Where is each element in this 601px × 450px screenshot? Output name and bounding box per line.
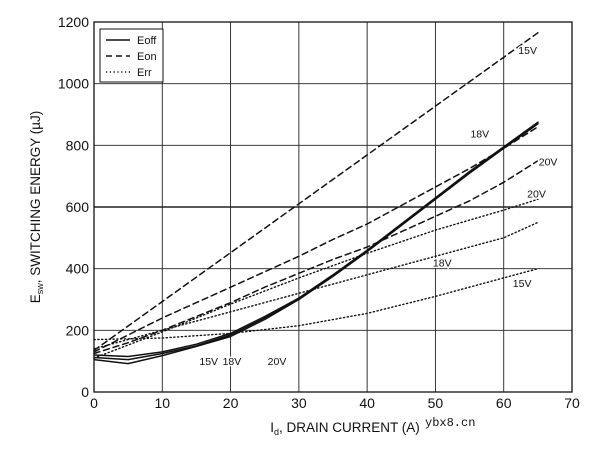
legend: Eoff Eon Err (99, 28, 164, 83)
series-lines (93, 32, 539, 365)
x-axis-title: Id, DRAIN CURRENT (A) (270, 420, 420, 437)
series-line-eon-18v (93, 126, 539, 353)
curve-annotation-label: 18V (433, 258, 452, 270)
series-line-err-20v (93, 198, 539, 359)
legend-label-err: Err (137, 67, 152, 79)
x-tick-label: 50 (428, 395, 444, 411)
x-tick-label: 60 (496, 395, 512, 411)
tick-labels: 0 10 20 30 40 50 60 70 0 200 400 600 800 1000 1200 (58, 14, 580, 411)
curve-annotation-label: 18V (470, 129, 489, 141)
curve-annotations: 15V 18V 20V 20V 18V 15V 15V 18V 20V (198, 43, 559, 369)
curve-annotation-label: 20V (527, 189, 546, 201)
y-tick-label: 1000 (58, 76, 89, 92)
x-tick-label: 10 (154, 395, 170, 411)
x-tick-label: 40 (359, 395, 375, 411)
series-line-eoff-20v (93, 121, 539, 358)
grid (93, 21, 573, 393)
y-tick-label: 1200 (58, 14, 89, 30)
watermark-text: ybx8.cn (425, 416, 475, 430)
series-line-eon-15v (93, 32, 539, 352)
series-line-eon-20v (93, 160, 539, 355)
curve-annotation-label: 20V (539, 156, 558, 168)
y-tick-label: 400 (66, 261, 90, 277)
legend-label-eon: Eon (137, 51, 157, 63)
y-axis-title: Esw, SWITCHING ENERGY (µJ) (28, 111, 45, 304)
series-line-err-18v (93, 221, 539, 350)
curve-annotation-label: 15V (513, 278, 532, 290)
y-tick-label: 0 (81, 384, 89, 400)
curve-annotation-label: 15V (199, 356, 218, 368)
x-tick-label: 20 (223, 395, 239, 411)
y-tick-label: 800 (66, 137, 90, 153)
series-line-err-15v (93, 268, 539, 341)
y-tick-label: 600 (66, 199, 90, 215)
curve-annotation-label: 18V (223, 356, 242, 368)
plot-frame (93, 21, 573, 393)
curve-annotation-label: 15V (518, 45, 537, 57)
y-tick-label: 200 (66, 322, 90, 338)
x-tick-label: 30 (291, 395, 307, 411)
x-tick-label: 0 (90, 395, 98, 411)
legend-label-eoff: Eoff (137, 35, 157, 47)
x-tick-label: 70 (564, 395, 580, 411)
curve-annotation-label: 20V (268, 356, 287, 368)
